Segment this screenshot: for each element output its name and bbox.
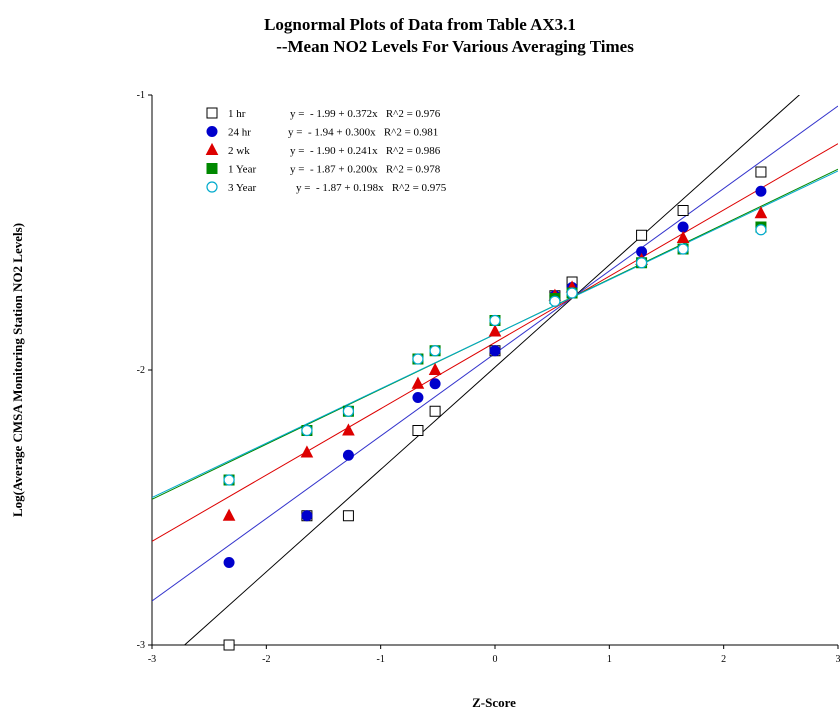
legend-equation-24-hr: y = - 1.94 + 0.300x R^2 = 0.981	[288, 127, 438, 139]
x-tick-label: 1	[607, 654, 612, 665]
y-axis-title: Log(Average CMSA Monitoring Station NO2 …	[10, 223, 25, 517]
data-point-24-hr	[412, 392, 424, 403]
data-point-2-wk	[488, 324, 502, 337]
legend-label-2-wk: 2 wk	[228, 145, 250, 157]
legend-label-24-hr: 24 hr	[228, 127, 251, 139]
x-tick-label: 2	[721, 654, 726, 665]
legend-label-1-hr: 1 hr	[228, 108, 246, 120]
data-point-3-year	[223, 474, 235, 486]
data-point-3-year	[677, 243, 689, 255]
data-point-2-wk	[676, 230, 690, 243]
legend-label-1-year: 1 Year	[228, 164, 256, 176]
y-tick-label: -3	[137, 640, 145, 651]
data-point-24-hr	[342, 449, 354, 461]
legend-equation-2-wk: y = - 1.90 + 0.241x R^2 = 0.986	[290, 145, 441, 157]
data-point-24-hr	[755, 185, 767, 197]
data-point-1-hr	[677, 205, 689, 216]
legend: 1 hr y = - 1.99 + 0.372x R^2 = 0.976 24 hr…	[205, 107, 447, 194]
data-point-3-year	[412, 353, 424, 365]
data-point-3-year	[301, 424, 313, 437]
data-point-3-year	[566, 287, 578, 299]
chart-title-line-2: --Mean NO2 Levels For Various Averaging …	[276, 37, 634, 56]
plot-area: -3 -2 -1 0 1 2 3 -3 -2 -1	[137, 90, 840, 665]
x-tick-label: 3	[836, 654, 840, 665]
data-point-24-hr	[429, 378, 441, 390]
y-tick-label: -1	[137, 90, 145, 101]
data-point-2-wk	[300, 445, 314, 458]
data-point-1-hr	[755, 166, 767, 178]
data-point-24-hr	[489, 345, 501, 357]
series-3-year	[223, 224, 767, 486]
data-point-3-year	[342, 405, 355, 417]
data-point-24-hr	[301, 510, 313, 522]
data-point-2-wk	[411, 376, 425, 389]
legend-equation-1-year: y = - 1.87 + 0.200x R^2 = 0.978	[290, 164, 441, 176]
fit-line-1-hr	[183, 95, 801, 645]
data-point-3-year	[755, 224, 767, 236]
chart-title-line-1: Lognormal Plots of Data from Table AX3.1	[264, 15, 576, 34]
x-axis-title: Z-Score	[472, 695, 516, 710]
x-tick-label: -1	[376, 654, 384, 665]
data-point-1-hr	[636, 229, 648, 241]
legend-marker-2-wk	[205, 142, 219, 155]
data-point-2-wk	[222, 508, 236, 521]
y-tick-label: -2	[137, 365, 145, 376]
x-tick-label: 0	[493, 654, 498, 665]
data-point-1-hr	[223, 639, 235, 651]
data-point-3-year	[635, 257, 648, 269]
data-point-2-wk	[342, 423, 355, 436]
fit-line-2-wk	[152, 143, 838, 542]
data-point-1-hr	[342, 510, 354, 522]
data-point-1-hr	[412, 425, 424, 436]
data-point-1-hr	[429, 405, 441, 417]
x-tick-label: -3	[148, 654, 156, 665]
data-point-24-hr	[223, 557, 235, 568]
data-point-2-wk	[754, 206, 768, 219]
legend-marker-1-hr	[206, 107, 218, 119]
data-point-24-hr	[677, 221, 689, 233]
data-point-3-year	[549, 295, 561, 307]
legend-marker-24-hr	[206, 126, 218, 137]
data-point-2-wk	[428, 362, 442, 375]
regression-lines	[152, 95, 838, 645]
data-point-3-year	[429, 345, 441, 357]
x-tick-label: -2	[262, 654, 270, 665]
legend-equation-3-year: y = - 1.87 + 0.198x R^2 = 0.975	[296, 182, 447, 194]
legend-marker-1-year	[206, 163, 218, 174]
legend-marker-3-year	[206, 181, 218, 193]
legend-label-3-year: 3 Year	[228, 182, 256, 194]
data-point-3-year	[489, 314, 501, 327]
legend-equation-1-hr: y = - 1.99 + 0.372x R^2 = 0.976	[290, 108, 441, 120]
